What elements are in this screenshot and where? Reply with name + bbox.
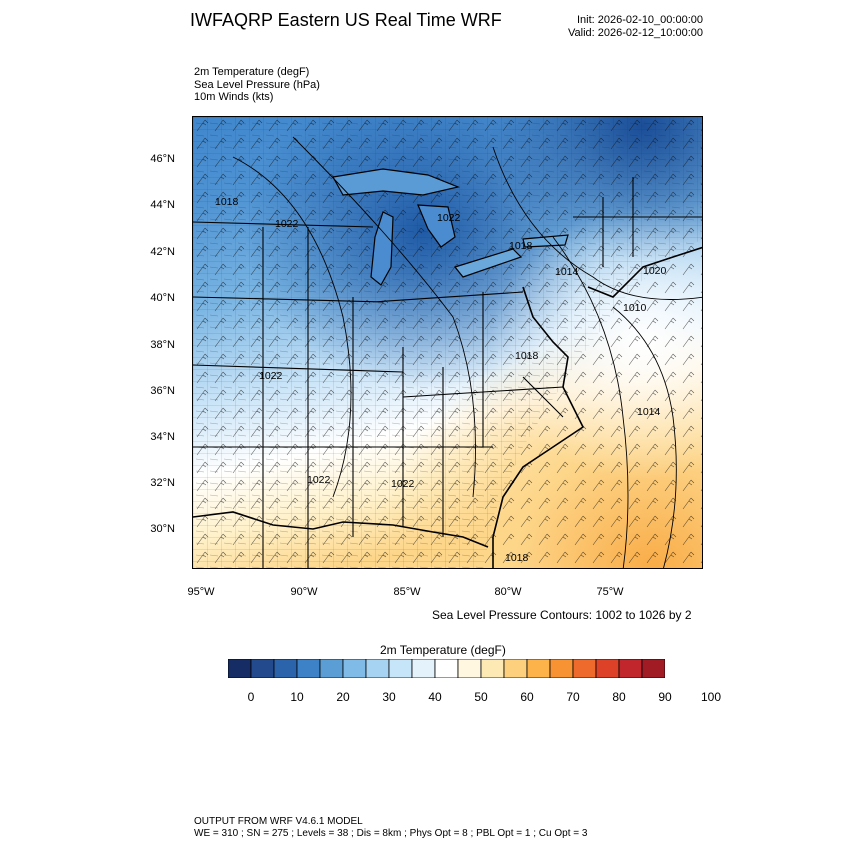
slp-label: 1018 (509, 240, 533, 252)
colorbar-tick-label: 100 (700, 690, 722, 704)
field-winds: 10m Winds (kts) (194, 91, 274, 103)
lon-label: 75°W (596, 586, 624, 598)
slp-label: 1014 (555, 266, 579, 278)
colorbar-swatch (434, 659, 459, 678)
lon-label: 90°W (290, 586, 318, 598)
lat-label: 30°N (150, 523, 175, 535)
colorbar-tick-label: 0 (247, 690, 255, 704)
colorbar-swatch (572, 659, 597, 678)
valid-time: Valid: 2026-02-12_10:00:00 (568, 27, 703, 39)
colorbar-swatch (365, 659, 390, 678)
colorbar-swatch (641, 659, 665, 678)
lake-michigan (370, 211, 394, 286)
state-borders (193, 177, 702, 568)
lat-label: 46°N (150, 153, 175, 165)
model-config: WE = 310 ; SN = 275 ; Levels = 38 ; Dis … (194, 828, 588, 839)
model-version: OUTPUT FROM WRF V4.6.1 MODEL (194, 816, 363, 827)
lat-label: 40°N (150, 292, 175, 304)
model-footer: OUTPUT FROM WRF V4.6.1 MODEL WE = 310 ; … (194, 816, 587, 840)
colorbar-swatch (228, 659, 252, 678)
colorbar-tick-label: 10 (290, 690, 304, 704)
colorbar-swatch (526, 659, 551, 678)
lon-label: 95°W (187, 586, 215, 598)
map-title: IWFAQRP Eastern US Real Time WRF (190, 10, 502, 30)
pressure-contours (232, 136, 702, 568)
field-temperature: 2m Temperature (degF) (194, 66, 310, 78)
slp-label: 1022 (275, 218, 299, 230)
colorbar-tick-label: 70 (566, 690, 580, 704)
gulf-coastline (193, 511, 489, 548)
colorbar-swatch (618, 659, 643, 678)
lon-label: 80°W (494, 586, 522, 598)
wind-barbs (193, 117, 702, 568)
colorbar-swatch (388, 659, 413, 678)
slp-label: 1022 (437, 212, 461, 224)
lake-erie (453, 248, 523, 278)
weather-map: 1018 1022 1022 1018 1014 1020 1010 1018 … (192, 116, 703, 569)
lake-ontario (522, 234, 569, 248)
slp-label: 1018 (215, 196, 239, 208)
slp-label: 1022 (259, 370, 283, 382)
northeast-coastline (587, 246, 702, 298)
colorbar-swatch (595, 659, 620, 678)
colorbar-swatch (549, 659, 574, 678)
slp-label: 1010 (623, 302, 647, 314)
colorbar-tick-label: 30 (382, 690, 396, 704)
lon-label: 85°W (393, 586, 421, 598)
colorbar-tick-label: 40 (428, 690, 442, 704)
colorbar-swatch (411, 659, 436, 678)
lat-label: 44°N (150, 199, 175, 211)
colorbar-swatch (296, 659, 321, 678)
slp-label: 1020 (643, 265, 667, 277)
run-times: Init: 2026-02-10_00:00:00 Valid: 2026-02… (568, 14, 703, 40)
contour-note: Sea Level Pressure Contours: 1002 to 102… (432, 608, 692, 622)
slp-label: 1018 (505, 552, 529, 564)
colorbar-swatch (273, 659, 298, 678)
lat-label: 42°N (150, 246, 175, 258)
slp-label: 1022 (391, 478, 415, 490)
colorbar-swatch (503, 659, 528, 678)
colorbar-tick-label: 80 (612, 690, 626, 704)
colorbar-swatch (250, 659, 275, 678)
pressure-labels: 1018 1022 1022 1018 1014 1020 1010 1018 … (215, 196, 667, 564)
lake-huron (417, 204, 456, 248)
field-list: 2m Temperature (degF) Sea Level Pressure… (194, 66, 320, 104)
colorbar-swatch (480, 659, 505, 678)
map-canvas: 1018 1022 1022 1018 1014 1020 1010 1018 … (193, 117, 702, 568)
colorbar-swatch (342, 659, 367, 678)
slp-label: 1014 (637, 406, 661, 418)
lat-label: 36°N (150, 385, 175, 397)
lat-label: 38°N (150, 339, 175, 351)
init-time: Init: 2026-02-10_00:00:00 (577, 14, 703, 26)
slp-label: 1022 (307, 474, 331, 486)
colorbar-tick-label: 50 (474, 690, 488, 704)
east-coastline (492, 286, 585, 568)
lat-label: 34°N (150, 431, 175, 443)
slp-label: 1018 (515, 350, 539, 362)
colorbar-tick-label: 60 (520, 690, 534, 704)
field-pressure: Sea Level Pressure (hPa) (194, 78, 320, 91)
colorbar-swatch (319, 659, 344, 678)
lake-superior (332, 168, 461, 196)
colorbar-swatch (457, 659, 482, 678)
colorbar-tick-label: 90 (658, 690, 672, 704)
lat-label: 32°N (150, 477, 175, 489)
colorbar-tick-label: 20 (336, 690, 350, 704)
colorbar (228, 659, 665, 678)
colorbar-title: 2m Temperature (degF) (380, 643, 506, 657)
